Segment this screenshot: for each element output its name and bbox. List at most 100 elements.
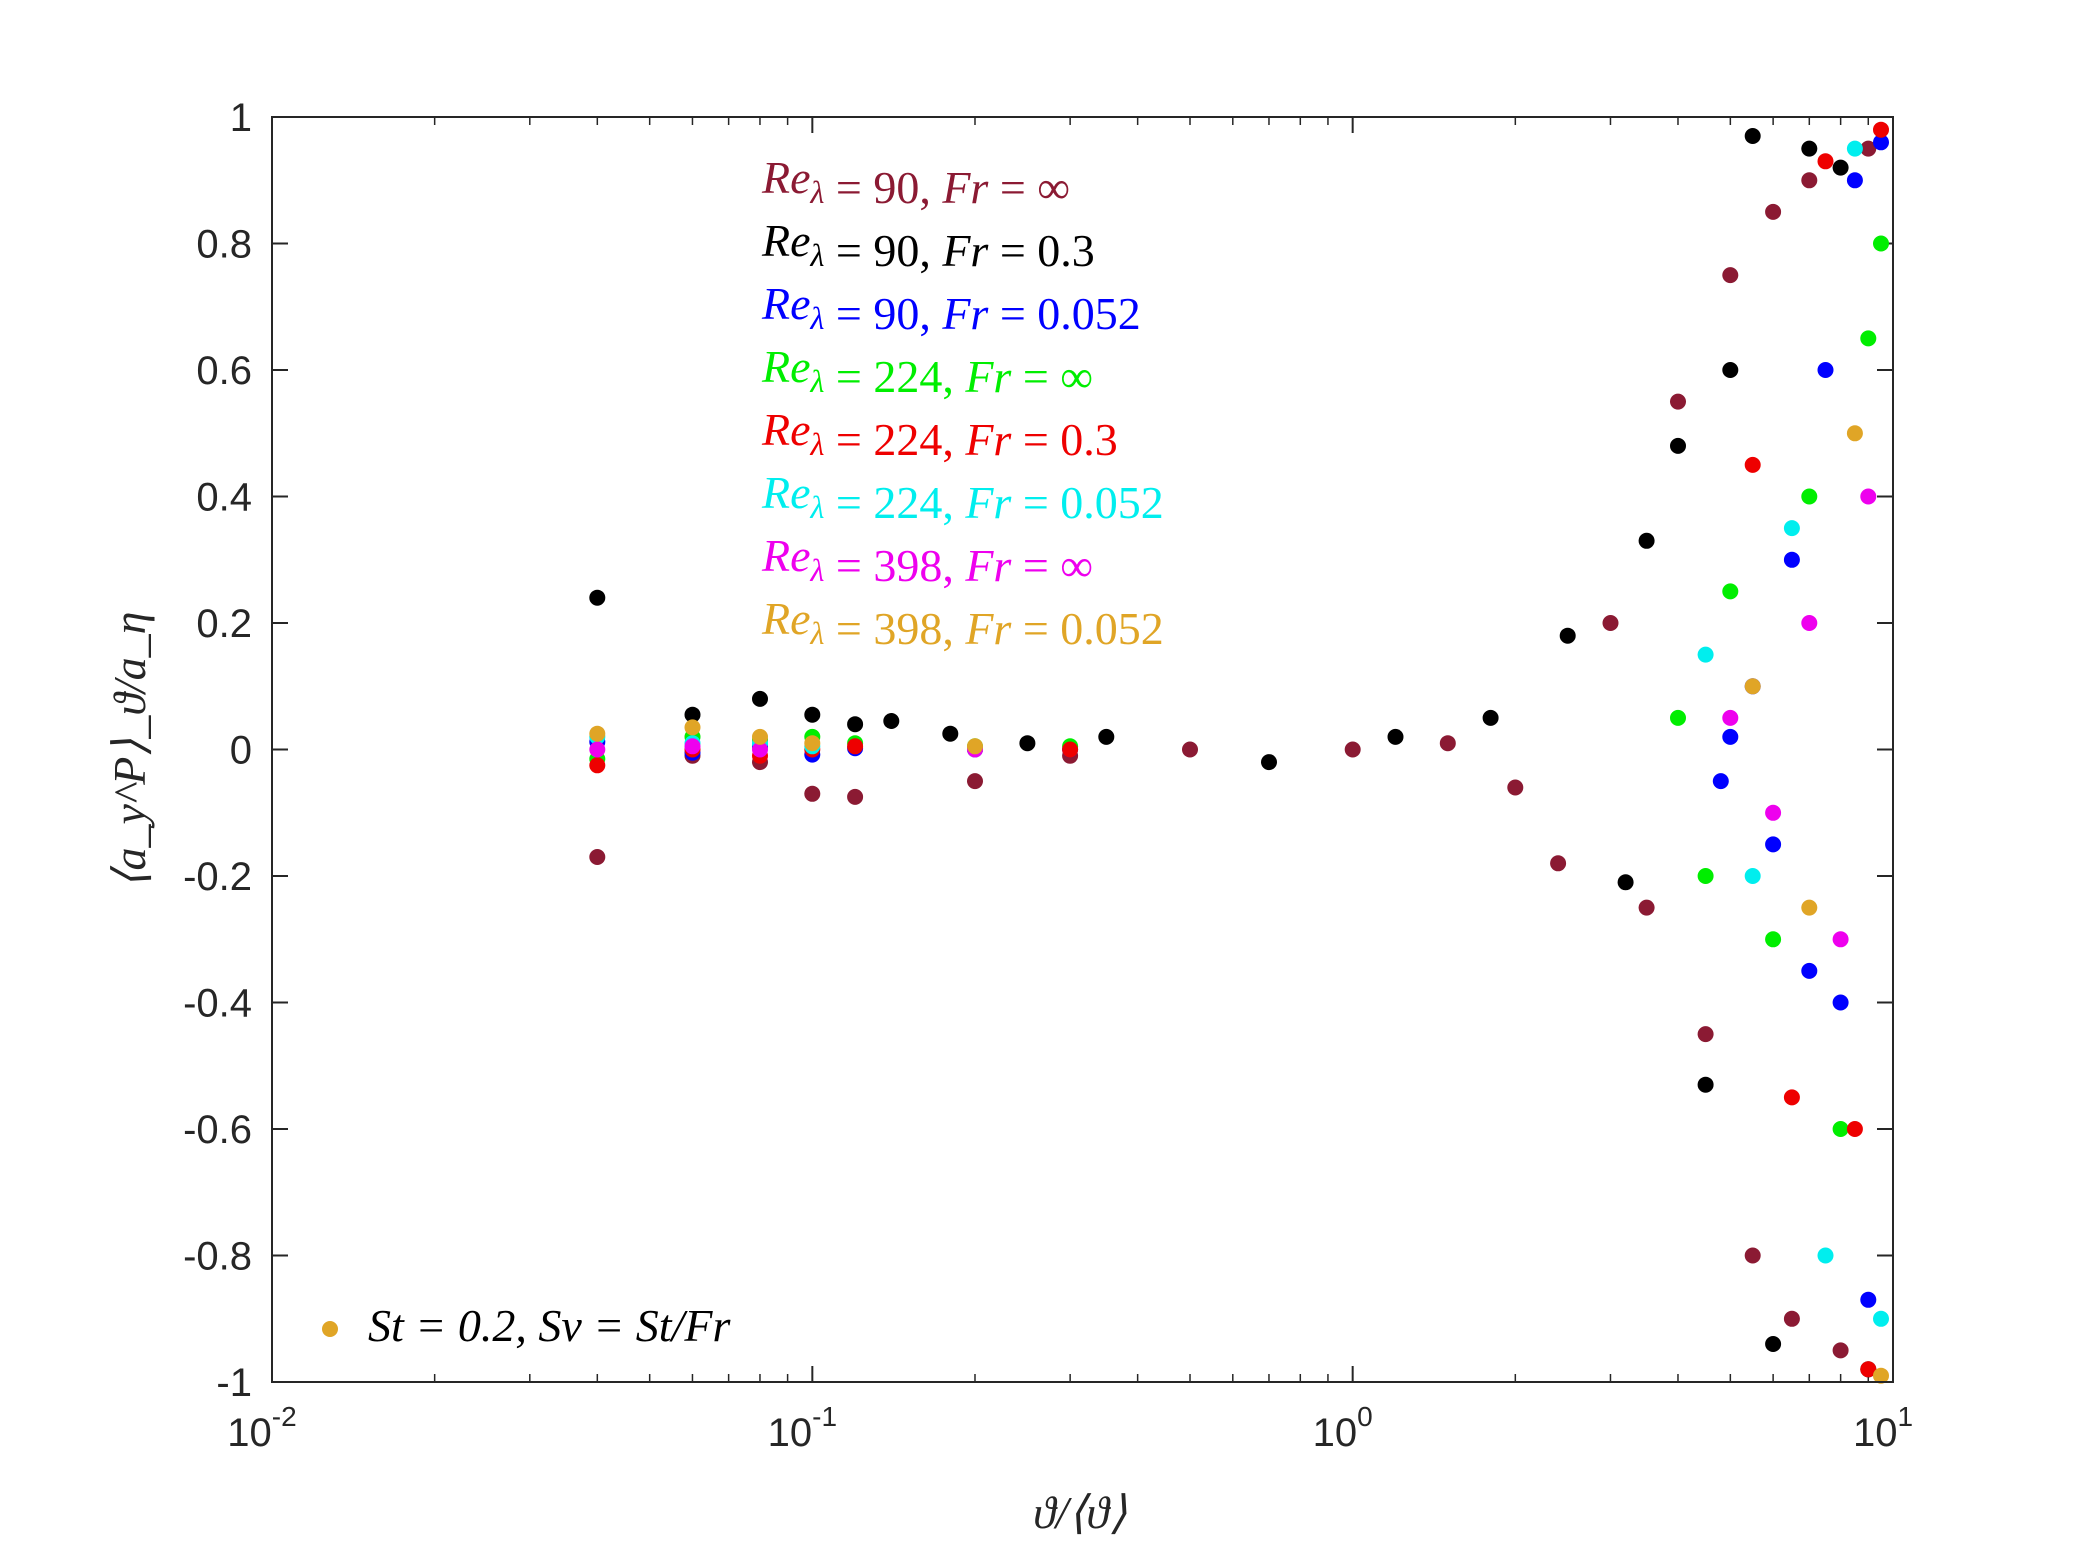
point-series-0	[1507, 779, 1524, 796]
point-series-1	[1801, 140, 1818, 157]
y-tick-label: -0.8	[183, 1235, 252, 1279]
point-series-5	[1783, 520, 1800, 537]
point-series-6	[684, 738, 701, 755]
legend-entry-2: Reλ = 90, Fr = 0.052	[761, 278, 1141, 339]
point-series-3	[1697, 868, 1714, 884]
x-tick-label: 100	[1313, 1401, 1373, 1455]
x-tick-labels: 10-2 10-1 100 101	[227, 1401, 1913, 1455]
legend-entry-0: Reλ = 90, Fr = ∞	[761, 152, 1070, 213]
point-series-2	[1873, 134, 1889, 151]
y-tick-label: -0.4	[183, 982, 252, 1026]
point-series-1	[589, 589, 606, 606]
x-tick-exponent: -1	[812, 1401, 837, 1432]
point-series-1	[1019, 735, 1036, 752]
point-series-4	[1846, 1121, 1863, 1137]
point-series-2	[1832, 994, 1849, 1011]
point-series-7	[1801, 899, 1818, 916]
x-tick-exponent: -2	[272, 1401, 297, 1432]
point-series-0	[589, 849, 606, 865]
y-tick-labels: 1 0.8 0.6 0.4 0.2 0 -0.2 -0.4 -0.6 -0.8 -1	[183, 96, 252, 1405]
x-axis-label: ϑ/⟨ϑ⟩	[1033, 1487, 1127, 1538]
point-series-0	[804, 785, 821, 802]
point-series-6	[1801, 615, 1818, 631]
point-series-0	[1550, 855, 1567, 872]
point-series-1	[1387, 728, 1404, 745]
point-series-3	[1860, 330, 1877, 347]
y-axis-label: ⟨a_y^P⟩_ϑ/a_η	[104, 612, 155, 889]
y-tick-label: -0.6	[183, 1108, 252, 1152]
point-series-2	[1722, 728, 1739, 745]
legend-entry-4: Reλ = 224, Fr = 0.3	[761, 404, 1118, 465]
point-series-0	[847, 788, 864, 805]
point-series-0	[1722, 267, 1739, 284]
y-tick-label: 0.6	[196, 349, 252, 393]
point-series-0	[1638, 899, 1655, 916]
point-series-0	[1182, 741, 1198, 758]
point-series-1	[942, 725, 959, 742]
point-series-3	[1832, 1121, 1849, 1137]
point-series-7	[1873, 1367, 1889, 1384]
point-series-4	[1860, 1361, 1877, 1378]
point-series-2	[1817, 362, 1834, 378]
annotation-marker	[322, 1321, 338, 1337]
point-series-2	[1712, 773, 1729, 790]
point-series-4	[1744, 456, 1761, 473]
point-series-7	[804, 735, 821, 752]
point-series-0	[1801, 172, 1818, 189]
point-series-1	[883, 713, 900, 729]
point-series-6	[1722, 709, 1739, 726]
point-series-0	[1783, 1310, 1800, 1327]
point-series-4	[1783, 1089, 1800, 1106]
point-series-7	[967, 738, 983, 755]
point-series-0	[1697, 1026, 1714, 1043]
legend-entry-6: Reλ = 398, Fr = ∞	[761, 530, 1093, 591]
point-series-1	[1261, 754, 1277, 771]
y-tick-label: 0.8	[196, 223, 252, 267]
point-series-1	[1744, 128, 1761, 144]
y-tick-label: 0.4	[196, 476, 252, 520]
point-series-0	[1670, 393, 1686, 410]
point-series-5	[1846, 140, 1863, 157]
point-series-7	[589, 725, 606, 742]
x-tick-label: 10-1	[768, 1401, 837, 1455]
annotation-text: St = 0.2, Sv = St/Fr	[368, 1300, 731, 1351]
point-series-3	[1670, 709, 1686, 726]
point-series-6	[1832, 931, 1849, 948]
point-series-6	[1765, 804, 1782, 821]
axes-box	[271, 116, 1894, 1383]
legend-entry-1: Reλ = 90, Fr = 0.3	[761, 215, 1095, 276]
point-series-0	[1744, 1247, 1761, 1264]
point-series-1	[1670, 437, 1686, 454]
legend-entry-7: Reλ = 398, Fr = 0.052	[761, 593, 1164, 654]
point-series-0	[1765, 203, 1782, 220]
point-series-1	[1482, 709, 1499, 726]
y-tick-label: 0.2	[196, 602, 252, 646]
point-series-6	[589, 741, 606, 758]
minor-ticks	[433, 117, 1870, 1382]
point-series-4	[1062, 741, 1079, 758]
point-series-1	[1765, 1336, 1782, 1352]
point-series-7	[684, 719, 701, 736]
point-series-0	[1860, 140, 1877, 157]
point-series-0	[967, 773, 983, 790]
x-tick-label: 10-2	[227, 1401, 296, 1455]
x-tick-label: 101	[1853, 1401, 1913, 1455]
point-series-1	[1617, 874, 1634, 891]
y-tick-label: 0	[230, 729, 252, 773]
x-tick-exponent: 1	[1897, 1401, 1913, 1432]
point-series-1	[684, 706, 701, 723]
point-series-2	[1801, 962, 1818, 979]
point-series-5	[1873, 1310, 1889, 1327]
point-series-5	[1697, 646, 1714, 663]
point-series-6	[752, 741, 768, 758]
point-series-4	[589, 757, 606, 774]
point-series-0	[1344, 741, 1361, 758]
point-series-2	[1846, 172, 1863, 189]
point-series-7	[1846, 425, 1863, 442]
point-series-1	[1638, 532, 1655, 549]
point-series-4	[1817, 153, 1834, 170]
point-series-4	[1873, 121, 1889, 138]
